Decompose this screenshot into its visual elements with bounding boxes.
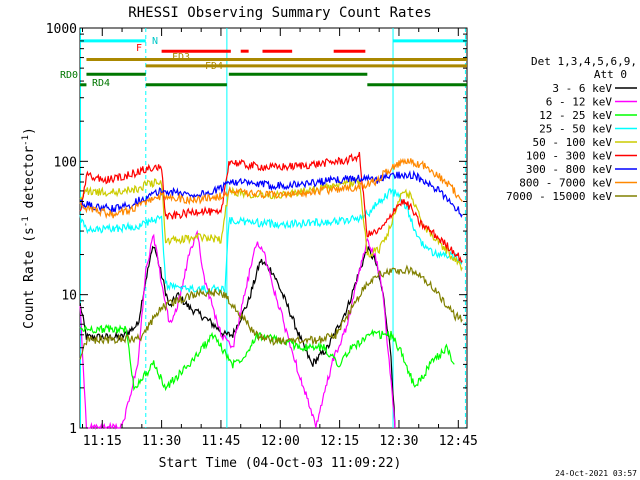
- legend-label-8: 7000 - 15000 keV: [506, 190, 612, 203]
- y-tick-label-1: 10: [61, 289, 77, 304]
- legend-label-0: 3 - 6 keV: [552, 82, 612, 95]
- x-tick-label-3: 12:00: [261, 434, 300, 449]
- rd0-label: RD0: [60, 70, 78, 81]
- series-line-0: [79, 245, 396, 429]
- y-axis-label: Count Rate (s-1 detector-1): [21, 127, 37, 329]
- y-tick-label-3: 1000: [46, 22, 77, 37]
- rd4-label: RD4: [92, 78, 110, 89]
- legend-header-line2: Att 0: [594, 68, 627, 81]
- x-tick-label-1: 11:30: [142, 434, 181, 449]
- y-tick-label-0: 1: [69, 422, 77, 437]
- fd4-label: FD4: [205, 61, 223, 72]
- legend-label-1: 6 - 12 keV: [546, 96, 613, 109]
- fd3-label: FD3: [172, 52, 190, 63]
- series-line-4: [79, 177, 463, 272]
- night-marker-label: N: [152, 36, 158, 47]
- x-axis-label: Start Time (04-Oct-03 11:09:22): [159, 456, 402, 471]
- series-line-1: [79, 229, 396, 430]
- x-tick-label-2: 11:45: [201, 434, 240, 449]
- state-bars: [80, 39, 467, 87]
- chart-title: RHESSI Observing Summary Count Rates: [128, 5, 431, 21]
- x-tick-label-5: 12:30: [379, 434, 418, 449]
- footer-timestamp: 24-Oct-2021 03:57: [555, 469, 637, 478]
- plot-frame: [79, 27, 468, 429]
- series-line-6: [79, 169, 463, 219]
- x-axis-ticks: 11:15 11:30 11:45 12:00 12:15 12:30 12:45: [81, 28, 478, 449]
- legend-label-7: 800 - 7000 keV: [519, 177, 612, 190]
- legend-label-2: 12 - 25 keV: [539, 109, 612, 122]
- vertical-markers: [80, 28, 466, 428]
- x-tick-label-4: 12:15: [320, 434, 359, 449]
- legend-label-3: 25 - 50 keV: [539, 123, 612, 136]
- series-group: [79, 151, 463, 430]
- y-tick-label-2: 100: [54, 155, 77, 170]
- legend-label-4: 50 - 100 keV: [533, 136, 613, 149]
- legend-header-line1: Det 1,3,4,5,6,9,: [531, 55, 637, 68]
- x-tick-label-0: 11:15: [83, 434, 122, 449]
- legend-label-6: 300 - 800 keV: [526, 163, 612, 176]
- flare-marker-label: F: [136, 43, 142, 54]
- series-line-3: [79, 188, 463, 295]
- series-line-8: [79, 264, 463, 360]
- plot-area: 1 10 100 1000 11:15 11:30 11:45 12:00 12:15 12:3…: [46, 22, 478, 449]
- legend-label-5: 100 - 300 keV: [526, 150, 612, 163]
- x-tick-label-6: 12:45: [439, 434, 478, 449]
- series-line-5: [79, 151, 463, 264]
- series-line-7: [79, 157, 463, 220]
- y-axis-ticks: 1 10 100 1000: [46, 22, 467, 437]
